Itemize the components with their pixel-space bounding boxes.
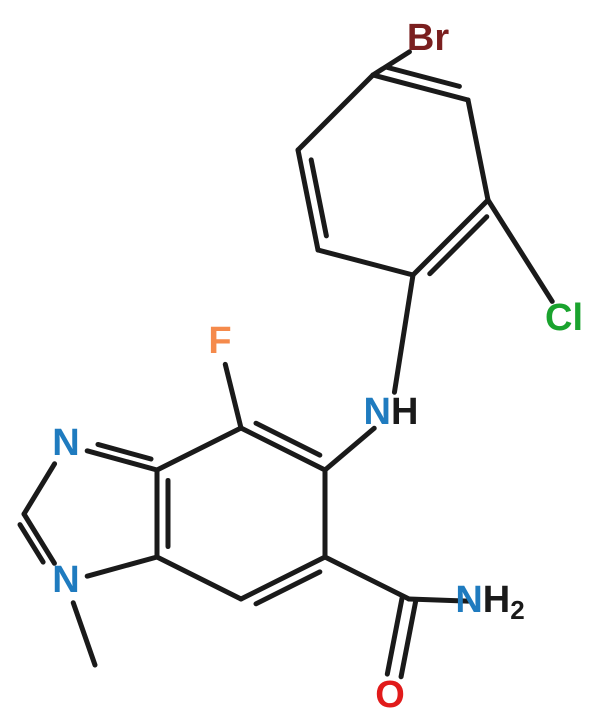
- atom-F: F: [208, 320, 231, 362]
- atom-N2: N: [52, 559, 79, 601]
- atom-Cl: Cl: [545, 297, 583, 339]
- atom-NH: NH: [364, 391, 419, 433]
- atom-O: O: [375, 674, 405, 709]
- atom-NH2: NH2: [455, 579, 524, 625]
- atom-Br: Br: [407, 17, 449, 59]
- atom-N1: N: [52, 422, 79, 464]
